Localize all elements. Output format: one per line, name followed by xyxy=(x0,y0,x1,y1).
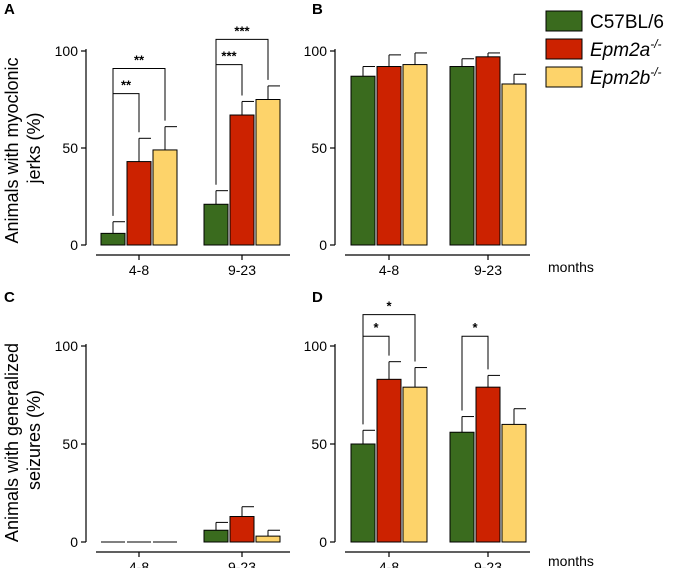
y-axis-label-bottom-line2: seizures (%) xyxy=(24,390,44,490)
panel-a-x-tick-label-1: 9-23 xyxy=(228,262,256,278)
panel-a-letter: A xyxy=(4,1,15,18)
y-axis-label-bottom: Animals with generalized seizures (%) xyxy=(2,338,44,542)
panel-d-bar-s2-c1 xyxy=(501,423,527,543)
panel-a-significance-label-1: ** xyxy=(134,52,145,67)
panel-b-bar-s0-c0 xyxy=(350,75,376,246)
panel-a-significance-bracket-1 xyxy=(112,67,166,216)
panel-a-bar-s1-c0 xyxy=(126,161,152,246)
panel-c-x-tick-label-0: 4-8 xyxy=(129,559,149,568)
panel-a-significance-label-3: *** xyxy=(234,23,250,38)
panel-a-bar-s0-c0 xyxy=(100,232,126,246)
panel-d-y-tick-label-1: 50 xyxy=(311,436,327,452)
panel-d-bar-s2-c0 xyxy=(402,386,428,543)
panel-a-significance-label-0: ** xyxy=(121,78,132,93)
panel-d-significance-label-2: * xyxy=(472,320,478,335)
panel-d-x-tick-label-1: 9-23 xyxy=(474,559,502,568)
panel-a-x-tick-label-0: 4-8 xyxy=(129,262,149,278)
panel-c-bar-s1-c1 xyxy=(229,516,255,543)
panel-a-bar-s2-c1 xyxy=(255,99,281,246)
panel-c-letter: C xyxy=(4,289,15,306)
panel-a-y-tick-label-1: 50 xyxy=(62,140,78,156)
legend-swatch-epm2b xyxy=(545,66,583,88)
y-axis-label-top-line1: Animals with myoclonic xyxy=(2,57,22,243)
panel-a-bar-s0-c1 xyxy=(203,203,229,246)
panel-b-bar-s2-c0 xyxy=(402,64,428,246)
panel-d-bar-s1-c1 xyxy=(475,386,501,543)
panel-d-significance-label-0: * xyxy=(373,320,379,335)
legend: C57BL/6 Epm2a-/- Epm2b-/- xyxy=(545,10,664,89)
panel-b: B 0 50 100 4-8 9-23 xyxy=(304,1,530,278)
panel-d-x-tick-label-0: 4-8 xyxy=(379,559,399,568)
panel-b-letter: B xyxy=(312,1,323,18)
panel-d-bar-s0-c0 xyxy=(350,443,376,543)
y-axis-label-top-line2: jerks (%) xyxy=(24,113,44,185)
legend-label-epm2a-sup: -/- xyxy=(650,37,661,51)
y-axis-label-bottom-line1: Animals with generalized xyxy=(2,343,22,542)
panel-b-bar-s1-c0 xyxy=(376,66,402,246)
panel-d: D 0 50 100 4-8 9-23 * * * xyxy=(304,289,530,568)
panel-b-bar-s1-c1 xyxy=(475,56,501,246)
legend-label-c57bl6: C57BL/6 xyxy=(590,12,664,33)
x-unit-label-top: months xyxy=(548,259,594,275)
panel-b-y-tick-label-0: 0 xyxy=(319,237,327,253)
panel-c-y-tick-label-0: 0 xyxy=(70,534,78,550)
panel-c-x-tick-label-1: 9-23 xyxy=(228,559,256,568)
panel-d-y-tick-label-0: 0 xyxy=(319,534,327,550)
panel-d-significance-bracket-2 xyxy=(461,335,489,411)
legend-swatch-c57bl6 xyxy=(545,10,583,32)
y-axis-label-top: Animals with myoclonic jerks (%) xyxy=(2,52,44,243)
x-unit-label-bottom: months xyxy=(548,553,594,568)
panel-c-y-tick-label-1: 50 xyxy=(62,436,78,452)
panel-b-x-tick-label-0: 4-8 xyxy=(379,262,399,278)
panel-c-bar-s2-c1 xyxy=(255,535,281,543)
panel-b-bar-s2-c1 xyxy=(501,83,527,246)
panel-c: C 0 50 100 4-8 9-23 xyxy=(4,289,290,568)
legend-label-epm2b-sup: -/- xyxy=(650,65,661,79)
legend-label-epm2a-name: Epm2a xyxy=(590,40,650,61)
legend-label-epm2b-name: Epm2b xyxy=(590,68,650,89)
panel-c-y-tick-label-2: 100 xyxy=(55,338,79,354)
panel-d-significance-bracket-1 xyxy=(362,314,416,425)
panel-c-bar-s0-c1 xyxy=(203,529,229,543)
panel-b-x-tick-label-1: 9-23 xyxy=(474,262,502,278)
panel-a-y-tick-label-2: 100 xyxy=(55,43,79,59)
panel-b-y-tick-label-2: 100 xyxy=(304,43,328,59)
legend-label-epm2b: Epm2b-/- xyxy=(590,65,662,89)
legend-swatch-epm2a xyxy=(545,38,583,60)
panel-d-letter: D xyxy=(312,289,323,306)
legend-label-epm2a: Epm2a-/- xyxy=(590,37,662,61)
panel-b-bar-s0-c1 xyxy=(449,66,475,246)
panel-d-bar-s0-c1 xyxy=(449,431,475,543)
panel-d-bar-s1-c0 xyxy=(376,378,402,543)
panel-a-bar-s2-c0 xyxy=(152,149,178,246)
panel-a-significance-bracket-3 xyxy=(215,38,269,185)
panel-d-y-tick-label-2: 100 xyxy=(304,338,328,354)
panel-a-significance-label-2: *** xyxy=(221,49,237,64)
panel-b-y-tick-label-1: 50 xyxy=(311,140,327,156)
panel-d-significance-label-1: * xyxy=(386,299,392,314)
panel-a-y-tick-label-0: 0 xyxy=(70,237,78,253)
panel-a-bar-s1-c1 xyxy=(229,114,255,246)
